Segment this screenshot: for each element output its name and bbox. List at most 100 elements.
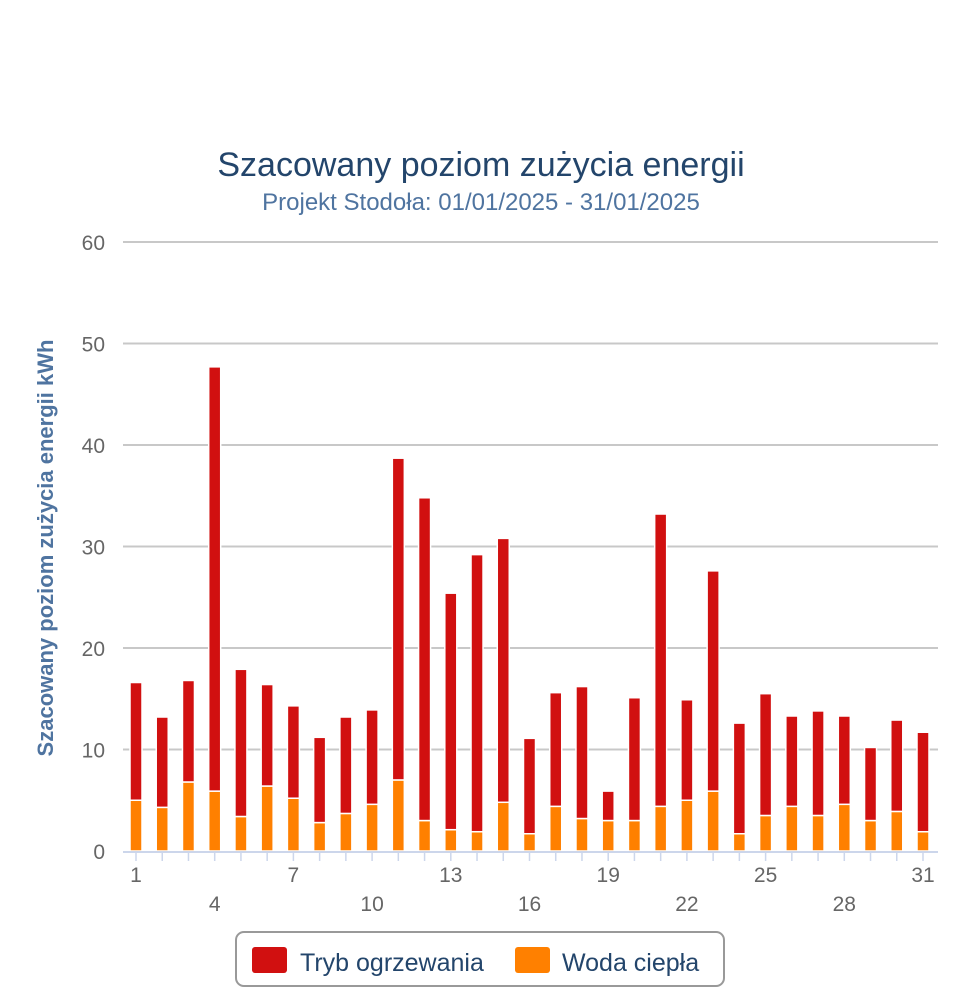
bar-woda-ciepla[interactable] — [260, 785, 274, 852]
bar-tryb-ogrzewania[interactable] — [181, 679, 196, 783]
bar-tryb-ogrzewania[interactable] — [680, 699, 694, 802]
bar-tryb-ogrzewania[interactable] — [234, 668, 248, 818]
legend-label-hot-water[interactable]: Woda ciepła — [562, 949, 699, 977]
bar-stack[interactable] — [785, 715, 799, 852]
bar-stack[interactable] — [811, 710, 825, 852]
bar-tryb-ogrzewania[interactable] — [522, 737, 537, 835]
bar-stack[interactable] — [365, 709, 379, 852]
bar-tryb-ogrzewania[interactable] — [863, 746, 878, 822]
bar-tryb-ogrzewania[interactable] — [207, 366, 222, 792]
bar-woda-ciepla[interactable] — [837, 803, 852, 852]
bar-tryb-ogrzewania[interactable] — [365, 709, 379, 806]
bar-woda-ciepla[interactable] — [916, 830, 930, 852]
bar-woda-ciepla[interactable] — [706, 790, 720, 852]
bar-tryb-ogrzewania[interactable] — [286, 705, 301, 799]
bar-stack[interactable] — [837, 715, 852, 852]
bar-stack[interactable] — [548, 691, 563, 852]
bar-stack[interactable] — [286, 705, 301, 852]
bar-stack[interactable] — [234, 668, 248, 852]
bar-stack[interactable] — [260, 683, 274, 852]
bar-tryb-ogrzewania[interactable] — [653, 513, 668, 808]
bar-woda-ciepla[interactable] — [391, 779, 406, 852]
bar-stack[interactable] — [496, 537, 511, 852]
bar-stack[interactable] — [601, 790, 615, 852]
bar-stack[interactable] — [890, 719, 904, 852]
bar-stack[interactable] — [680, 699, 694, 852]
bar-woda-ciepla[interactable] — [470, 830, 484, 852]
bar-tryb-ogrzewania[interactable] — [916, 731, 930, 833]
bar-woda-ciepla[interactable] — [522, 832, 537, 852]
bar-stack[interactable] — [758, 692, 773, 852]
bar-tryb-ogrzewania[interactable] — [890, 719, 904, 813]
bar-stack[interactable] — [181, 679, 196, 852]
bar-woda-ciepla[interactable] — [286, 797, 301, 852]
bar-woda-ciepla[interactable] — [785, 805, 799, 852]
bar-tryb-ogrzewania[interactable] — [837, 715, 852, 806]
bar-tryb-ogrzewania[interactable] — [601, 790, 615, 822]
bar-stack[interactable] — [706, 570, 720, 852]
bar-tryb-ogrzewania[interactable] — [575, 685, 589, 820]
bar-stack[interactable] — [391, 457, 406, 852]
bar-stack[interactable] — [207, 366, 222, 852]
bar-stack[interactable] — [916, 731, 930, 852]
bar-tryb-ogrzewania[interactable] — [155, 716, 169, 809]
bar-tryb-ogrzewania[interactable] — [260, 683, 274, 787]
bar-woda-ciepla[interactable] — [417, 819, 432, 852]
bar-woda-ciepla[interactable] — [890, 810, 904, 852]
bar-tryb-ogrzewania[interactable] — [706, 570, 720, 792]
bar-woda-ciepla[interactable] — [234, 815, 248, 852]
bar-stack[interactable] — [129, 681, 143, 852]
bar-woda-ciepla[interactable] — [653, 805, 668, 852]
bar-woda-ciepla[interactable] — [863, 819, 878, 852]
legend-swatch-hot-water[interactable] — [515, 947, 550, 973]
bar-stack[interactable] — [155, 716, 169, 852]
x-axis: 1 7 13 19 25 31 4 10 16 22 28 — [123, 851, 938, 916]
bar-woda-ciepla[interactable] — [758, 814, 773, 852]
bar-woda-ciepla[interactable] — [811, 814, 825, 852]
bar-woda-ciepla[interactable] — [155, 806, 169, 852]
bar-stack[interactable] — [339, 716, 353, 852]
bar-stack[interactable] — [653, 513, 668, 852]
legend-label-heating[interactable]: Tryb ogrzewania — [300, 949, 484, 977]
bar-woda-ciepla[interactable] — [129, 799, 143, 852]
y-tick-label: 30 — [82, 537, 105, 560]
bar-tryb-ogrzewania[interactable] — [785, 715, 799, 808]
bar-tryb-ogrzewania[interactable] — [339, 716, 353, 815]
bar-tryb-ogrzewania[interactable] — [444, 592, 458, 831]
bar-tryb-ogrzewania[interactable] — [470, 553, 484, 833]
bar-stack[interactable] — [522, 737, 537, 852]
bar-woda-ciepla[interactable] — [575, 817, 589, 852]
bar-woda-ciepla[interactable] — [181, 781, 196, 852]
bar-stack[interactable] — [575, 685, 589, 852]
bar-tryb-ogrzewania[interactable] — [548, 691, 563, 808]
bar-woda-ciepla[interactable] — [207, 790, 222, 852]
bar-stack[interactable] — [470, 553, 484, 852]
bar-tryb-ogrzewania[interactable] — [811, 710, 825, 817]
bar-woda-ciepla[interactable] — [496, 801, 511, 852]
bar-woda-ciepla[interactable] — [601, 819, 615, 852]
bar-stack[interactable] — [444, 592, 458, 852]
bar-stack[interactable] — [627, 696, 642, 852]
bar-tryb-ogrzewania[interactable] — [758, 692, 773, 817]
bar-stack[interactable] — [417, 497, 432, 852]
bar-stack[interactable] — [863, 746, 878, 852]
bar-woda-ciepla[interactable] — [444, 828, 458, 852]
bar-woda-ciepla[interactable] — [312, 821, 327, 852]
bar-woda-ciepla[interactable] — [627, 819, 642, 852]
bar-woda-ciepla[interactable] — [548, 805, 563, 852]
bar-tryb-ogrzewania[interactable] — [417, 497, 432, 822]
bar-tryb-ogrzewania[interactable] — [627, 696, 642, 822]
bar-woda-ciepla[interactable] — [680, 799, 694, 852]
bar-tryb-ogrzewania[interactable] — [312, 736, 327, 824]
legend-swatch-heating[interactable] — [252, 947, 287, 973]
bar-woda-ciepla[interactable] — [339, 812, 353, 852]
bar-tryb-ogrzewania[interactable] — [732, 722, 747, 835]
bar-tryb-ogrzewania[interactable] — [496, 537, 511, 804]
bar-woda-ciepla[interactable] — [365, 803, 379, 852]
bar-stack[interactable] — [732, 722, 747, 852]
bar-woda-ciepla[interactable] — [732, 832, 747, 852]
bar-tryb-ogrzewania[interactable] — [129, 681, 143, 802]
bar-stack[interactable] — [312, 736, 327, 852]
bar-tryb-ogrzewania[interactable] — [391, 457, 406, 781]
